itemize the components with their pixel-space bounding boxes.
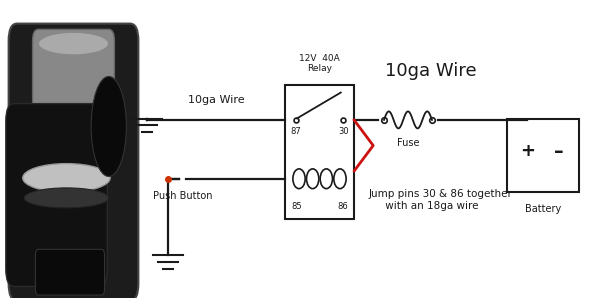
Text: +: + [520,142,535,161]
Text: 86: 86 [337,202,348,211]
Ellipse shape [334,169,346,188]
Text: 10ga Wire: 10ga Wire [385,62,476,80]
Text: –: – [554,142,563,161]
Ellipse shape [293,169,305,188]
Text: 85: 85 [291,202,302,211]
Text: Fuse: Fuse [397,138,419,148]
Text: 12V  40A
Relay: 12V 40A Relay [299,54,340,73]
Bar [507,119,579,192]
Text: Push Button: Push Button [153,191,213,201]
Bar [285,85,354,219]
Text: 10ga Wire: 10ga Wire [188,95,244,105]
Text: Jump pins 30 & 86 together
     with an 18ga wire: Jump pins 30 & 86 together with an 18ga … [369,189,513,211]
Text: 30: 30 [338,127,349,136]
Ellipse shape [307,169,319,188]
Text: 87: 87 [290,127,301,136]
Text: Battery: Battery [525,204,561,214]
Ellipse shape [320,169,332,188]
